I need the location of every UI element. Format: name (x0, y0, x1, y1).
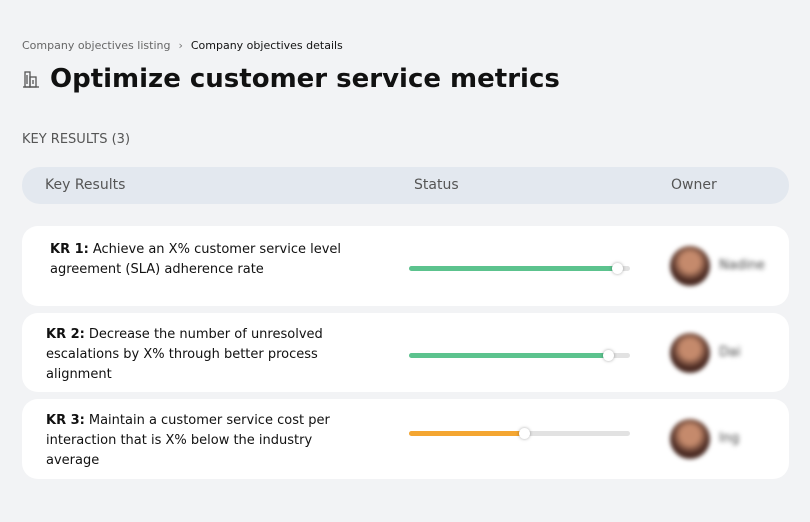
breadcrumb: Company objectives listing › Company objec… (22, 39, 343, 52)
progress-fill (409, 431, 524, 436)
objective-heading: Optimize customer service metrics (22, 64, 560, 94)
breadcrumb-current: Company objectives details (190, 39, 343, 52)
objective-title: Optimize customer service metrics (50, 64, 560, 94)
progress-track (409, 263, 630, 274)
progress-fill (409, 266, 617, 271)
key-result-text: KR 3: Maintain a customer service cost pe… (46, 411, 346, 471)
building-icon (23, 71, 39, 88)
key-result-description: Maintain a customer service cost per int… (46, 413, 330, 468)
owner-name: Ing (719, 431, 740, 446)
owner-avatar (670, 332, 710, 373)
breadcrumb-link[interactable]: Company objectives listing (22, 39, 171, 52)
key-result-label: KR 2: (46, 327, 85, 342)
owner-name: Nadine (719, 258, 765, 273)
key-result-label: KR 3: (46, 413, 85, 428)
owner-avatar (670, 419, 710, 459)
owner-avatar (670, 246, 710, 286)
progress-handle (611, 263, 623, 274)
progress-track (409, 350, 630, 361)
key-result-text: KR 1: Achieve an X% customer service leve… (50, 240, 350, 280)
progress-track (409, 428, 630, 439)
owner-name: Dai (719, 344, 741, 360)
key-result-label: KR 1: (50, 242, 89, 257)
column-header: Key Results (45, 177, 126, 193)
key-result-description: Decrease the number of unresolved escala… (46, 327, 323, 382)
column-header: Owner (671, 177, 717, 193)
progress-handle (518, 428, 530, 439)
progress-fill (409, 353, 608, 358)
key-result-row: KR 3: Maintain a customer service cost pe… (22, 399, 789, 479)
key-result-text: KR 2: Decrease the number of unresolved e… (46, 325, 346, 385)
key-result-row: KR 2: Decrease the number of unresolved e… (22, 313, 789, 392)
column-header: Status (414, 177, 459, 193)
section-title: KEY RESULTS (3) (22, 132, 131, 147)
table-header: Key Results Status Owner (22, 167, 789, 204)
key-result-description: Achieve an X% customer service level agr… (50, 242, 342, 277)
progress-handle (602, 350, 614, 361)
key-result-row: KR 1: Achieve an X% customer service leve… (22, 226, 789, 306)
breadcrumb-separator: › (178, 39, 183, 52)
